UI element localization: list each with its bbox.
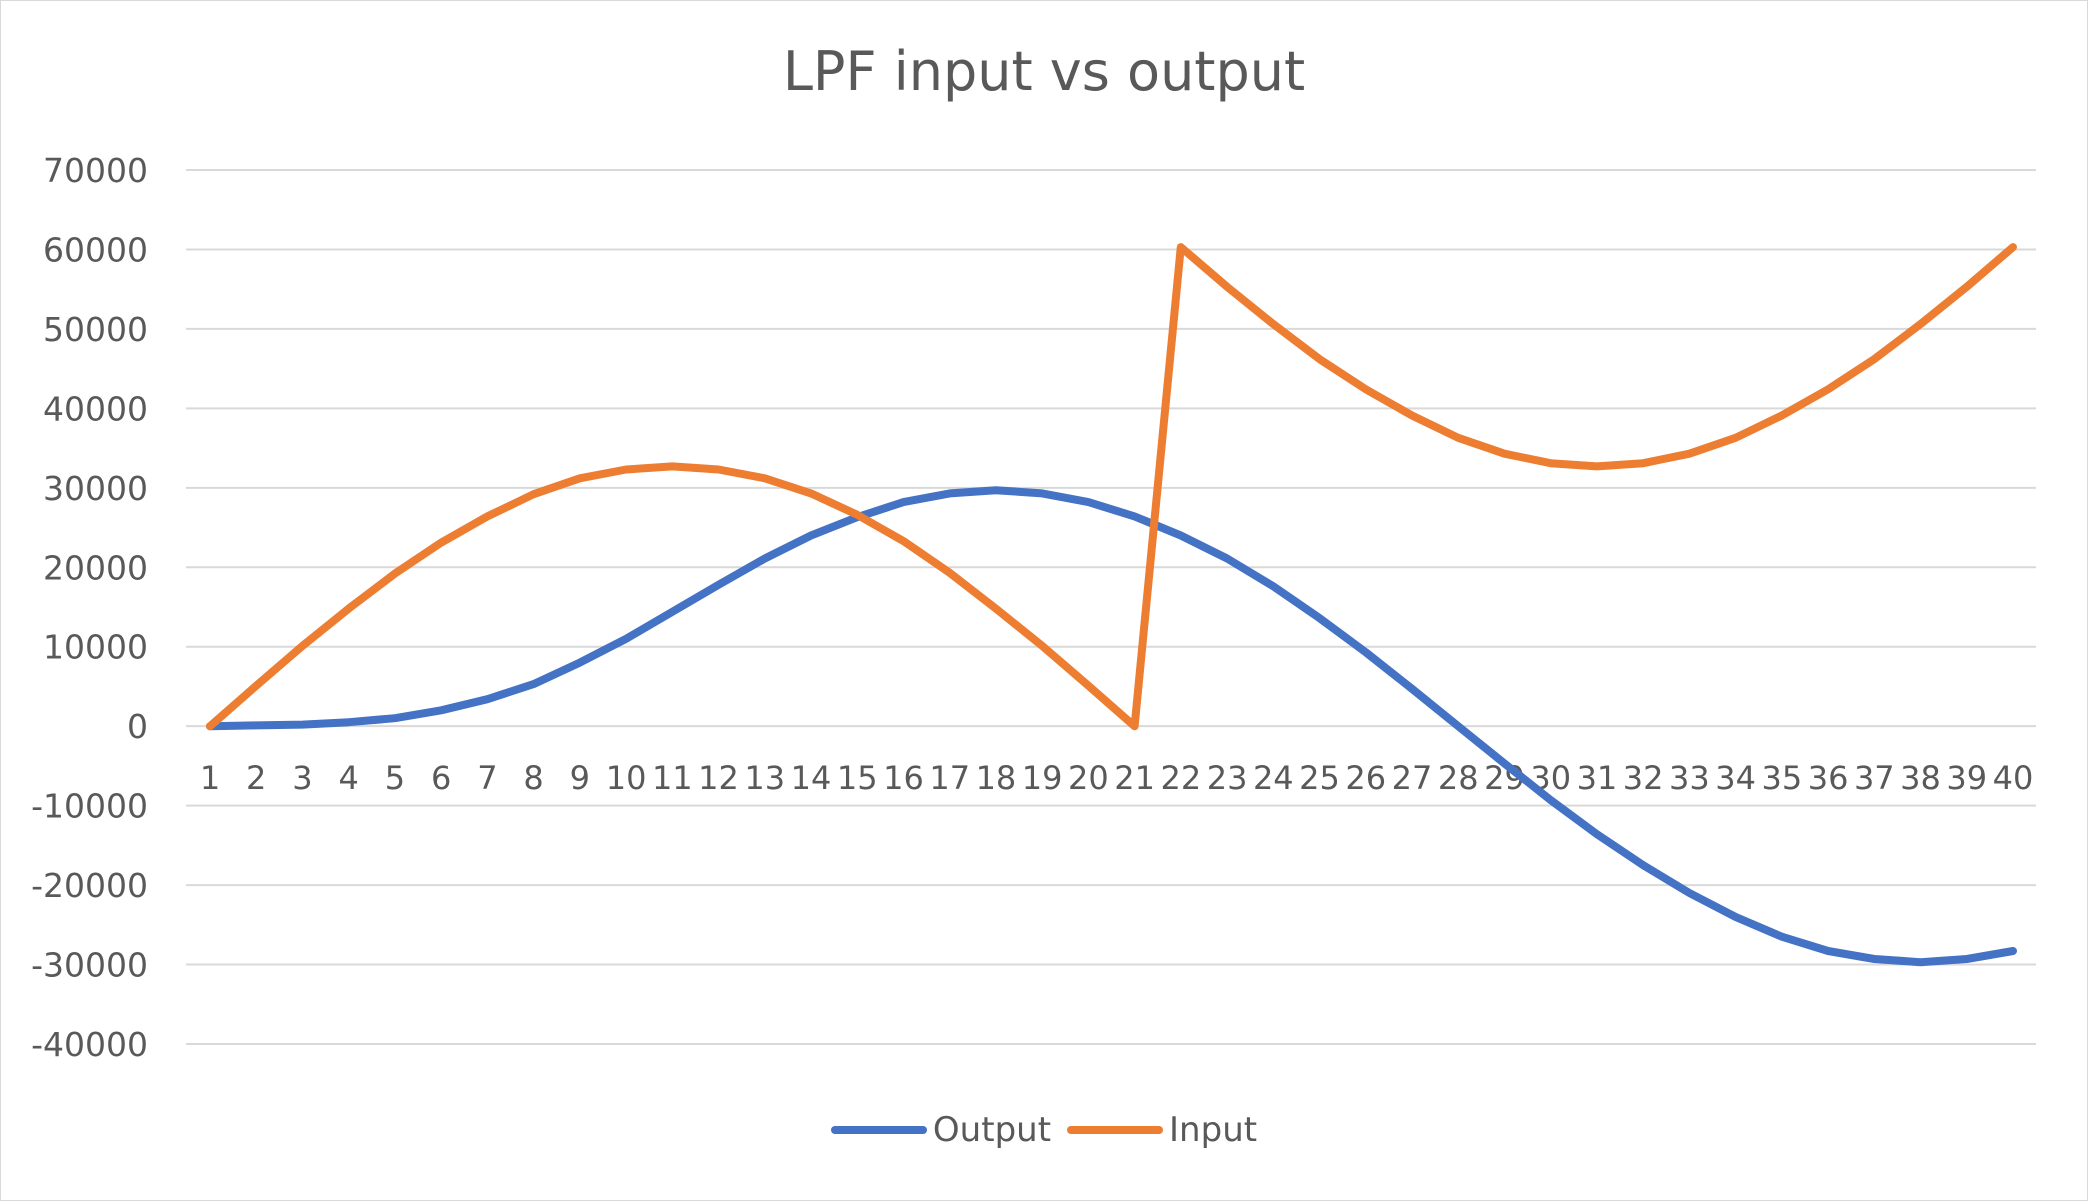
x-tick-label: 7 bbox=[477, 759, 497, 797]
y-tick-label: 20000 bbox=[43, 548, 148, 587]
y-tick-label: -30000 bbox=[31, 946, 148, 985]
x-tick-label: 11 bbox=[652, 759, 693, 797]
x-tick-label: 34 bbox=[1715, 759, 1756, 797]
y-tick-label: -20000 bbox=[31, 866, 148, 905]
x-tick-label: 40 bbox=[1993, 759, 2034, 797]
y-tick-label: 10000 bbox=[43, 628, 148, 667]
legend-swatch-output bbox=[830, 1126, 927, 1134]
series-lines bbox=[206, 243, 2017, 967]
y-tick-label: 50000 bbox=[43, 310, 148, 349]
y-tick-label: 40000 bbox=[43, 389, 148, 428]
x-tick-label: 15 bbox=[837, 759, 878, 797]
x-tick-label: 10 bbox=[606, 759, 647, 797]
x-tick-label: 14 bbox=[791, 759, 832, 797]
x-tick-label: 12 bbox=[698, 759, 739, 797]
x-tick-label: 22 bbox=[1160, 759, 1201, 797]
x-tick-label: 28 bbox=[1438, 759, 1479, 797]
x-tick-label: 33 bbox=[1669, 759, 1710, 797]
x-tick-label: 27 bbox=[1392, 759, 1433, 797]
x-tick-label: 8 bbox=[523, 759, 543, 797]
x-tick-label: 26 bbox=[1345, 759, 1386, 797]
gridlines bbox=[186, 169, 2036, 1045]
x-axis-ticks: 1 2 3 4 5 6 7 8 9 10 11 12 13 14 15 16 17 18 19 20 21 22 23 24 2… bbox=[200, 759, 2034, 797]
x-tick-label: 23 bbox=[1207, 759, 1248, 797]
legend-label-input: Input bbox=[1169, 1110, 1258, 1150]
x-tick-label: 35 bbox=[1761, 759, 1802, 797]
chart-title: LPF input vs output bbox=[782, 40, 1306, 103]
x-tick-label: 13 bbox=[744, 759, 785, 797]
y-axis-ticks: 70000 60000 50000 40000 30000 20000 10000 0 -100… bbox=[31, 151, 148, 1064]
y-tick-label: 30000 bbox=[43, 469, 148, 508]
x-tick-label: 19 bbox=[1022, 759, 1063, 797]
x-tick-label: 4 bbox=[339, 759, 359, 797]
x-tick-label: 1 bbox=[200, 759, 220, 797]
x-tick-label: 17 bbox=[929, 759, 970, 797]
y-tick-label: 0 bbox=[127, 707, 148, 746]
legend-swatch-input bbox=[1067, 1126, 1164, 1134]
x-tick-label: 9 bbox=[570, 759, 590, 797]
x-tick-label: 3 bbox=[292, 759, 312, 797]
series-line-input bbox=[206, 243, 2017, 731]
x-tick-label: 24 bbox=[1253, 759, 1294, 797]
legend-item-output: Output bbox=[830, 1110, 1052, 1150]
x-tick-label: 37 bbox=[1854, 759, 1895, 797]
y-tick-label: 70000 bbox=[43, 151, 148, 190]
legend-item-input: Input bbox=[1067, 1110, 1257, 1150]
series-line-output bbox=[206, 486, 2017, 967]
x-tick-label: 36 bbox=[1808, 759, 1849, 797]
x-tick-label: 21 bbox=[1114, 759, 1155, 797]
y-tick-label: 60000 bbox=[43, 230, 148, 269]
x-tick-label: 5 bbox=[385, 759, 405, 797]
x-tick-label: 16 bbox=[883, 759, 924, 797]
y-tick-label: -40000 bbox=[31, 1025, 148, 1064]
legend: Output Input bbox=[0, 1110, 2088, 1150]
x-tick-label: 20 bbox=[1068, 759, 1109, 797]
x-tick-label: 25 bbox=[1299, 759, 1340, 797]
x-tick-label: 38 bbox=[1900, 759, 1941, 797]
legend-label-output: Output bbox=[932, 1110, 1052, 1150]
x-tick-label: 18 bbox=[976, 759, 1017, 797]
x-tick-label: 39 bbox=[1946, 759, 1987, 797]
x-tick-label: 31 bbox=[1577, 759, 1618, 797]
y-tick-label: -10000 bbox=[31, 787, 148, 826]
x-tick-label: 6 bbox=[431, 759, 451, 797]
x-tick-label: 2 bbox=[246, 759, 266, 797]
x-tick-label: 32 bbox=[1623, 759, 1664, 797]
